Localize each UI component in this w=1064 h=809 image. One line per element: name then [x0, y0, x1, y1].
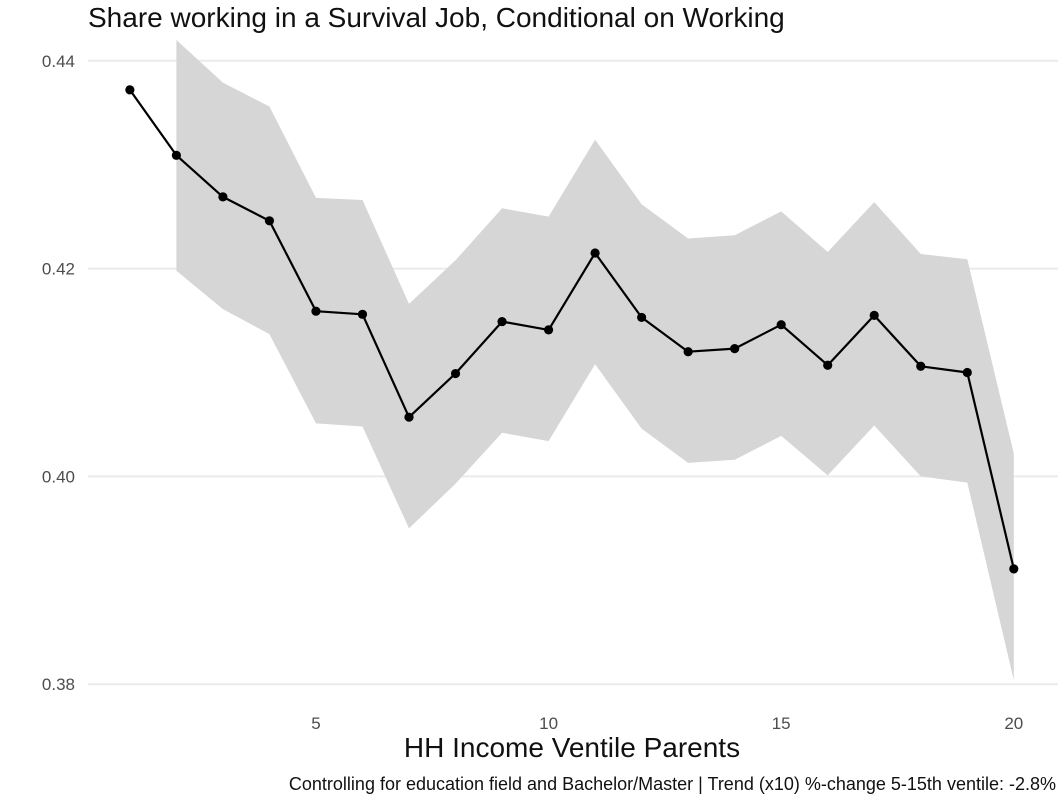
- data-point: [357, 309, 368, 319]
- confidence-band: [176, 40, 1014, 681]
- data-point: [776, 320, 786, 330]
- data-point: [171, 150, 181, 160]
- data-point: [823, 360, 833, 370]
- series-polyline: [129, 89, 1015, 570]
- data-point: [916, 361, 926, 371]
- data-point: [1009, 564, 1019, 574]
- y-tick-label: 0.44: [42, 52, 75, 71]
- data-point: [497, 316, 507, 327]
- x-tick-label: 15: [772, 714, 791, 733]
- chart-caption: Controlling for education field and Bach…: [288, 774, 1056, 794]
- confidence-ribbon: [176, 40, 1014, 681]
- data-point: [218, 192, 228, 202]
- y-tick-label: 0.38: [42, 675, 75, 694]
- data-point: [543, 325, 554, 335]
- data-point: [404, 412, 414, 422]
- data-point: [869, 310, 879, 320]
- chart-title: Share working in a Survival Job, Conditi…: [88, 2, 785, 33]
- data-point: [637, 312, 647, 323]
- data-point: [125, 85, 135, 95]
- data-point: [450, 368, 461, 379]
- x-axis-ticks: 5 10 15 20: [311, 714, 1023, 733]
- x-tick-label: 10: [539, 714, 558, 733]
- y-tick-label: 0.40: [42, 467, 75, 486]
- data-point: [683, 347, 693, 357]
- x-tick-label: 20: [1004, 714, 1023, 733]
- y-axis-ticks: 0.38 0.40 0.42 0.44: [42, 52, 75, 694]
- x-tick-label: 5: [311, 714, 320, 733]
- data-point: [962, 367, 972, 378]
- x-axis-label: HH Income Ventile Parents: [403, 732, 741, 763]
- data-point: [311, 306, 321, 316]
- series-line: [129, 89, 1015, 570]
- data-point: [730, 344, 740, 354]
- data-point: [264, 216, 275, 226]
- data-point: [590, 248, 600, 258]
- y-tick-label: 0.42: [42, 260, 75, 279]
- series-points: [125, 85, 1019, 574]
